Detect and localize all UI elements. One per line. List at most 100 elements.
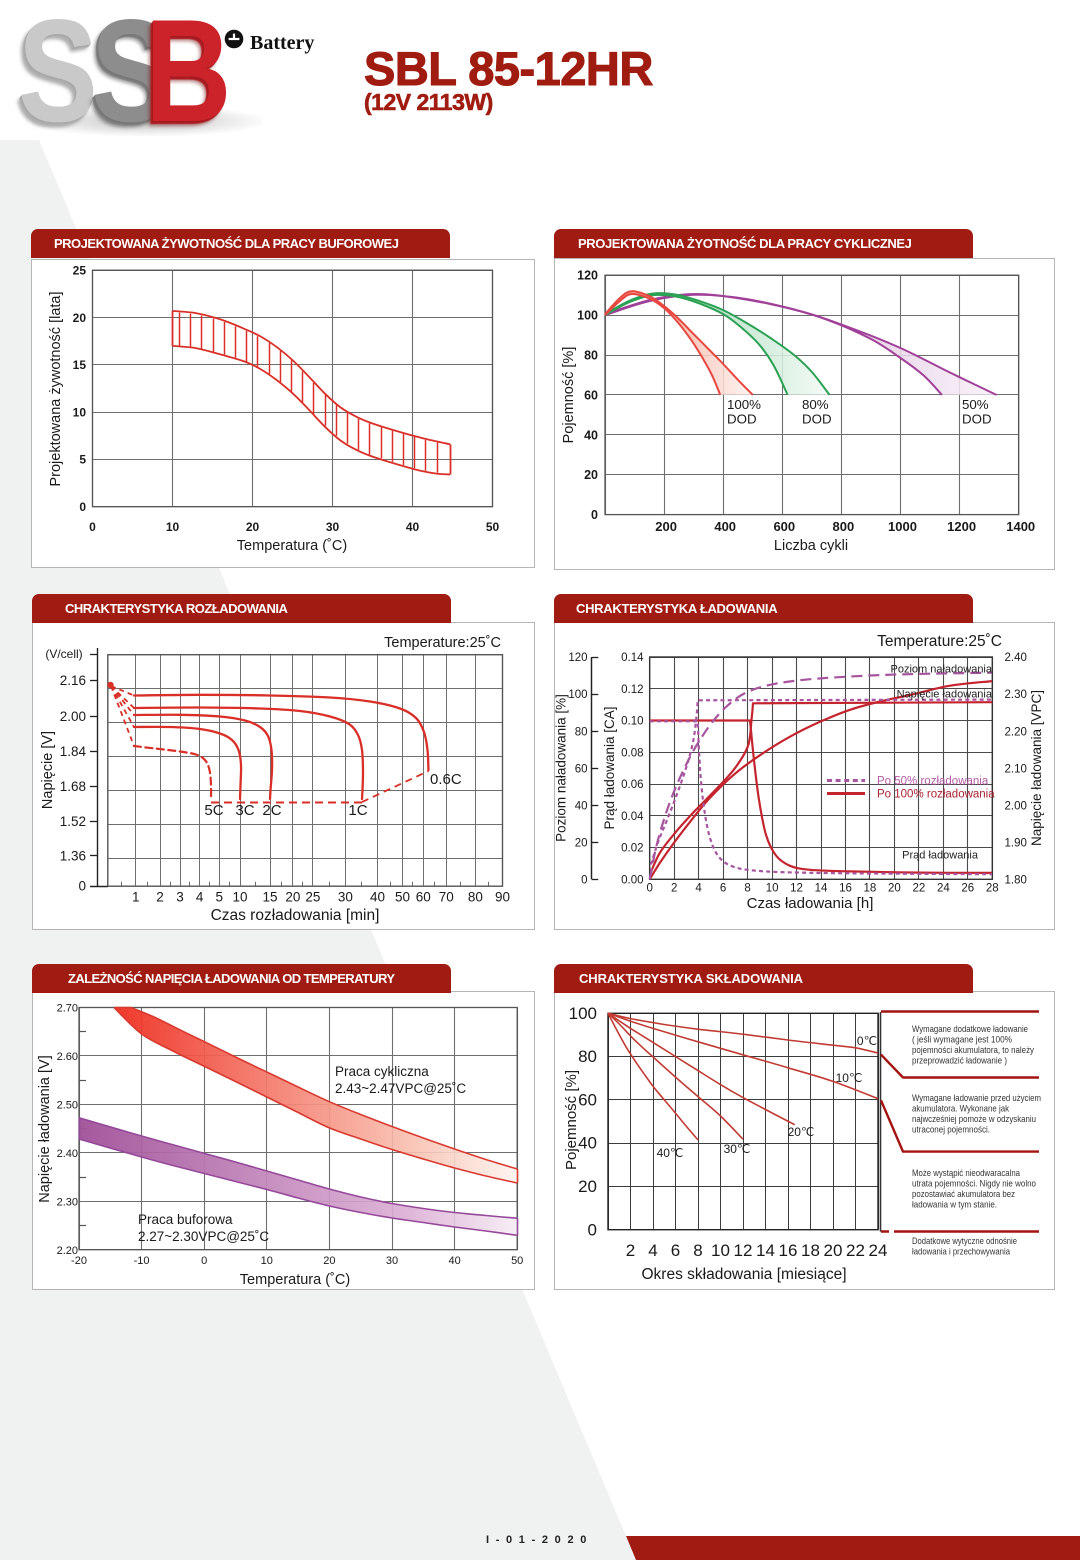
svg-text:3: 3: [176, 890, 184, 905]
svg-text:Projektowana żywotność [lata]: Projektowana żywotność [lata]: [48, 291, 64, 486]
svg-text:2.16: 2.16: [60, 673, 86, 688]
svg-text:1000: 1000: [888, 519, 917, 534]
svg-text:1.68: 1.68: [60, 779, 86, 794]
svg-text:40: 40: [406, 520, 420, 534]
svg-text:120: 120: [568, 652, 587, 664]
svg-text:utrata pojemności. Nigdy nie w: utrata pojemności. Nigdy nie wolno: [912, 1179, 1036, 1190]
svg-text:28: 28: [986, 883, 999, 895]
svg-text:50: 50: [511, 1255, 523, 1267]
svg-text:100: 100: [569, 1004, 597, 1023]
svg-text:30℃: 30℃: [724, 1142, 751, 1156]
svg-text:DOD: DOD: [802, 412, 832, 427]
svg-text:24: 24: [937, 883, 950, 895]
svg-text:10: 10: [766, 883, 779, 895]
svg-text:80: 80: [468, 890, 483, 905]
svg-text:20: 20: [323, 1255, 335, 1267]
svg-text:2.40: 2.40: [57, 1148, 78, 1160]
svg-text:0: 0: [581, 875, 587, 887]
svg-text:Pojemność [%]: Pojemność [%]: [561, 347, 577, 444]
svg-text:30: 30: [326, 520, 340, 534]
svg-text:2.10: 2.10: [1005, 763, 1027, 775]
svg-text:2: 2: [156, 890, 164, 905]
svg-text:50%: 50%: [962, 397, 989, 412]
svg-text:2.20: 2.20: [1005, 726, 1027, 738]
svg-text:Poziom naładowania: Poziom naładowania: [890, 664, 992, 676]
svg-text:14: 14: [756, 1241, 775, 1260]
svg-text:(V/cell): (V/cell): [45, 647, 82, 661]
svg-text:Prąd ładowania [CA]: Prąd ładowania [CA]: [602, 706, 617, 829]
svg-text:2C: 2C: [262, 802, 281, 819]
svg-text:16: 16: [779, 1241, 798, 1260]
svg-text:40℃: 40℃: [657, 1146, 684, 1160]
svg-text:0.10: 0.10: [621, 716, 643, 728]
svg-text:1200: 1200: [947, 519, 976, 534]
svg-text:100: 100: [568, 689, 587, 701]
svg-text:15: 15: [73, 358, 87, 372]
svg-text:30: 30: [386, 1255, 398, 1267]
svg-text:70: 70: [439, 890, 454, 905]
svg-text:Temperature:25˚C: Temperature:25˚C: [877, 633, 1002, 650]
svg-text:utraconej pojemności.: utraconej pojemności.: [912, 1125, 990, 1136]
svg-text:Prąd ładowania: Prąd ładowania: [902, 850, 979, 862]
svg-text:10: 10: [261, 1255, 273, 1267]
svg-text:0: 0: [646, 883, 652, 895]
svg-text:Liczba cykli: Liczba cykli: [774, 538, 848, 554]
svg-text:-20: -20: [71, 1255, 87, 1267]
svg-text:20: 20: [285, 890, 300, 905]
svg-text:2.70: 2.70: [57, 1003, 78, 1015]
svg-text:( jeśli wymagane jest 100%: ( jeśli wymagane jest 100%: [912, 1035, 1012, 1046]
svg-text:5: 5: [79, 453, 86, 467]
svg-text:0.6C: 0.6C: [430, 771, 462, 788]
svg-text:1C: 1C: [348, 802, 367, 819]
svg-text:1.84: 1.84: [60, 744, 87, 759]
svg-text:ładowania i przechowywania: ładowania i przechowywania: [912, 1247, 1011, 1258]
svg-text:26: 26: [961, 883, 974, 895]
svg-text:25: 25: [73, 264, 87, 278]
svg-text:0.04: 0.04: [621, 811, 644, 823]
svg-text:Może wystąpić nieodwaracalna: Może wystąpić nieodwaracalna: [912, 1168, 1021, 1179]
svg-text:0.14: 0.14: [621, 652, 644, 664]
svg-text:0: 0: [78, 879, 86, 894]
svg-text:20: 20: [578, 1177, 597, 1196]
svg-text:Pojemność [%]: Pojemność [%]: [563, 1070, 580, 1170]
svg-text:1.80: 1.80: [1005, 875, 1027, 887]
svg-text:80: 80: [575, 726, 588, 738]
svg-text:600: 600: [773, 519, 795, 534]
svg-text:40: 40: [584, 428, 598, 442]
svg-text:4: 4: [695, 883, 702, 895]
svg-text:4: 4: [648, 1241, 657, 1260]
svg-text:60: 60: [584, 388, 598, 402]
svg-text:12: 12: [734, 1241, 753, 1260]
svg-text:0℃: 0℃: [857, 1034, 877, 1048]
svg-text:18: 18: [801, 1241, 820, 1260]
svg-text:40: 40: [575, 800, 588, 812]
svg-text:2.40: 2.40: [1005, 652, 1027, 664]
svg-text:5: 5: [215, 890, 223, 905]
svg-text:16: 16: [839, 883, 852, 895]
svg-text:1400: 1400: [1006, 519, 1035, 534]
svg-text:przeprowadzić ładowanie ): przeprowadzić ładowanie ): [912, 1056, 1007, 1067]
svg-text:20: 20: [246, 520, 260, 534]
svg-text:60: 60: [416, 890, 431, 905]
svg-text:400: 400: [714, 519, 736, 534]
svg-text:pozostawiać akumulatora bez: pozostawiać akumulatora bez: [912, 1189, 1015, 1200]
svg-text:8: 8: [744, 883, 750, 895]
svg-text:80: 80: [578, 1047, 597, 1066]
svg-text:30: 30: [338, 890, 353, 905]
svg-text:0.08: 0.08: [621, 748, 643, 760]
svg-text:1: 1: [132, 890, 140, 905]
svg-text:0: 0: [201, 1255, 207, 1267]
svg-text:1.90: 1.90: [1005, 838, 1027, 850]
svg-text:2.43~2.47VPC@25˚C: 2.43~2.47VPC@25˚C: [335, 1081, 466, 1096]
svg-text:20: 20: [575, 838, 588, 850]
svg-text:Napięcie [V]: Napięcie [V]: [40, 731, 56, 809]
svg-text:Dodatkowe wytyczne odnośnie: Dodatkowe wytyczne odnośnie: [912, 1236, 1017, 1247]
svg-text:2.30: 2.30: [1005, 689, 1027, 701]
svg-text:Po 100% rozładowania: Po 100% rozładowania: [877, 789, 995, 801]
svg-text:Napięcie ładowania [VPC]: Napięcie ładowania [VPC]: [1029, 690, 1044, 846]
svg-text:Okres składowania [miesiące]: Okres składowania [miesiące]: [641, 1266, 846, 1283]
svg-text:2.50: 2.50: [57, 1099, 78, 1111]
svg-text:0.00: 0.00: [621, 875, 643, 887]
svg-text:0: 0: [591, 508, 598, 522]
svg-text:2.00: 2.00: [1005, 800, 1027, 812]
